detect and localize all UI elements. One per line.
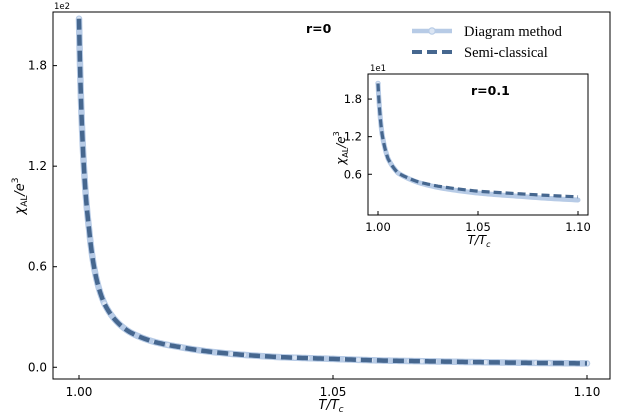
- main-x-axis-label: T/Tc: [318, 398, 343, 415]
- inset-annotation: r=0.1: [471, 83, 510, 98]
- inset-x-axis-label: T/Tc: [467, 233, 491, 249]
- main-y-axis-label: χAL/e3: [11, 178, 30, 216]
- main-x-tick-label: 1.05: [320, 385, 347, 399]
- inset-series: [375, 80, 581, 203]
- inset-x-tick-label: 1.10: [565, 220, 591, 234]
- main-annotation: r=0: [306, 21, 332, 36]
- main-y-tick-label: 1.8: [28, 59, 47, 73]
- legend-label-diagram: Diagram method: [464, 24, 563, 40]
- legend-label-semiclassical: Semi-classical: [464, 45, 548, 61]
- main-series: [75, 15, 591, 367]
- main-y-tick-label: 1.2: [28, 159, 47, 173]
- inset-plot: 1.00 1.05 1.10 0.6 1.2 1.8 1e1 r=0.1 χAL/e3 T…: [332, 64, 591, 249]
- main-series-line-semiclassical: [76, 18, 588, 366]
- inset-y-tick-label: 1.2: [344, 130, 362, 144]
- main-y-tick-label: 0.0: [28, 360, 47, 374]
- inset-y-axis-label: χAL/e3: [332, 131, 350, 166]
- main-data-point: [355, 356, 362, 363]
- legend-marker-diagram: [428, 27, 436, 35]
- main-plot: 1.00 1.05 1.100.00.61.21.8 1e2 r=0 χAL/e3 …: [11, 2, 611, 415]
- main-x-tick-label: 1.10: [574, 385, 601, 399]
- main-y-exponent: 1e2: [54, 2, 70, 12]
- main-data-point: [418, 358, 425, 365]
- inset-y-tick-label: 1.8: [344, 92, 362, 106]
- legend-entry-semiclassical: Semi-classical: [412, 45, 548, 61]
- main-data-point: [291, 354, 298, 361]
- inset-ticks: 1.00 1.05 1.10 0.6 1.2 1.8: [344, 92, 591, 234]
- main-x-tick-label: 1.00: [66, 385, 93, 399]
- main-ticks: 1.00 1.05 1.10 0.0 0.6 1.2 1.8: [28, 59, 600, 399]
- inset-y-tick-label: 0.6: [344, 167, 362, 181]
- inset-x-tick-label: 1.00: [365, 220, 391, 234]
- inset-series-line-semiclassical: [376, 83, 579, 199]
- inset-x-tick-label: 1.05: [465, 220, 491, 234]
- main-y-tick-label: 0.6: [28, 260, 47, 274]
- main-axes-frame: [52, 11, 611, 380]
- legend: Diagram method Semi-classical: [412, 24, 563, 61]
- inset-y-exponent: 1e1: [370, 64, 386, 74]
- legend-entry-diagram: Diagram method: [412, 24, 563, 40]
